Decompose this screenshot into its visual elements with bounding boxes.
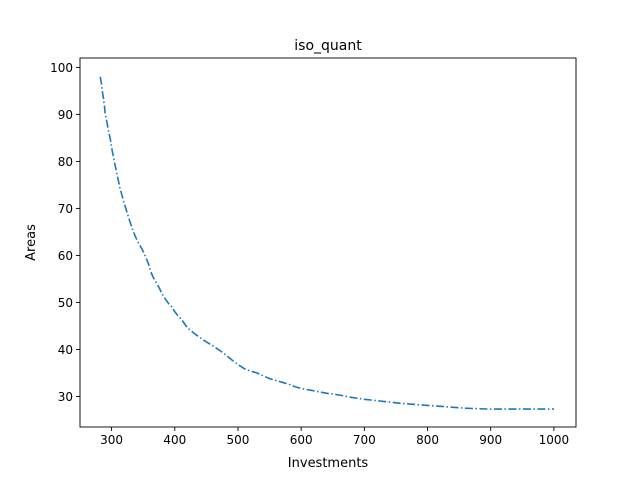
plot-area [79, 57, 577, 428]
x-tick-label: 400 [163, 433, 186, 447]
y-axis-label: Areas [24, 224, 39, 261]
y-tick-label: 70 [58, 202, 73, 216]
x-tick-label: 300 [100, 433, 123, 447]
y-tick-label: 40 [58, 343, 73, 357]
y-tick-label: 60 [58, 249, 73, 263]
chart-title: iso_quant [294, 38, 362, 54]
y-tick-label: 90 [58, 108, 73, 122]
y-tick-label: 100 [50, 61, 73, 75]
x-tick-label: 600 [290, 433, 313, 447]
x-axis: 300 400 500 600 700 800 900 1000 [100, 427, 569, 447]
x-tick-label: 1000 [539, 433, 570, 447]
y-axis: 30 40 50 60 70 80 90 100 [50, 61, 80, 404]
x-tick-label: 500 [227, 433, 250, 447]
y-tick-label: 80 [58, 155, 73, 169]
y-tick-label: 30 [58, 390, 73, 404]
plot-frame [79, 57, 577, 428]
x-tick-label: 900 [479, 433, 502, 447]
y-tick-label: 50 [58, 296, 73, 310]
series-line [99, 76, 554, 410]
x-tick-label: 800 [416, 433, 439, 447]
x-tick-label: 700 [353, 433, 376, 447]
x-axis-label: Investments [288, 456, 369, 471]
